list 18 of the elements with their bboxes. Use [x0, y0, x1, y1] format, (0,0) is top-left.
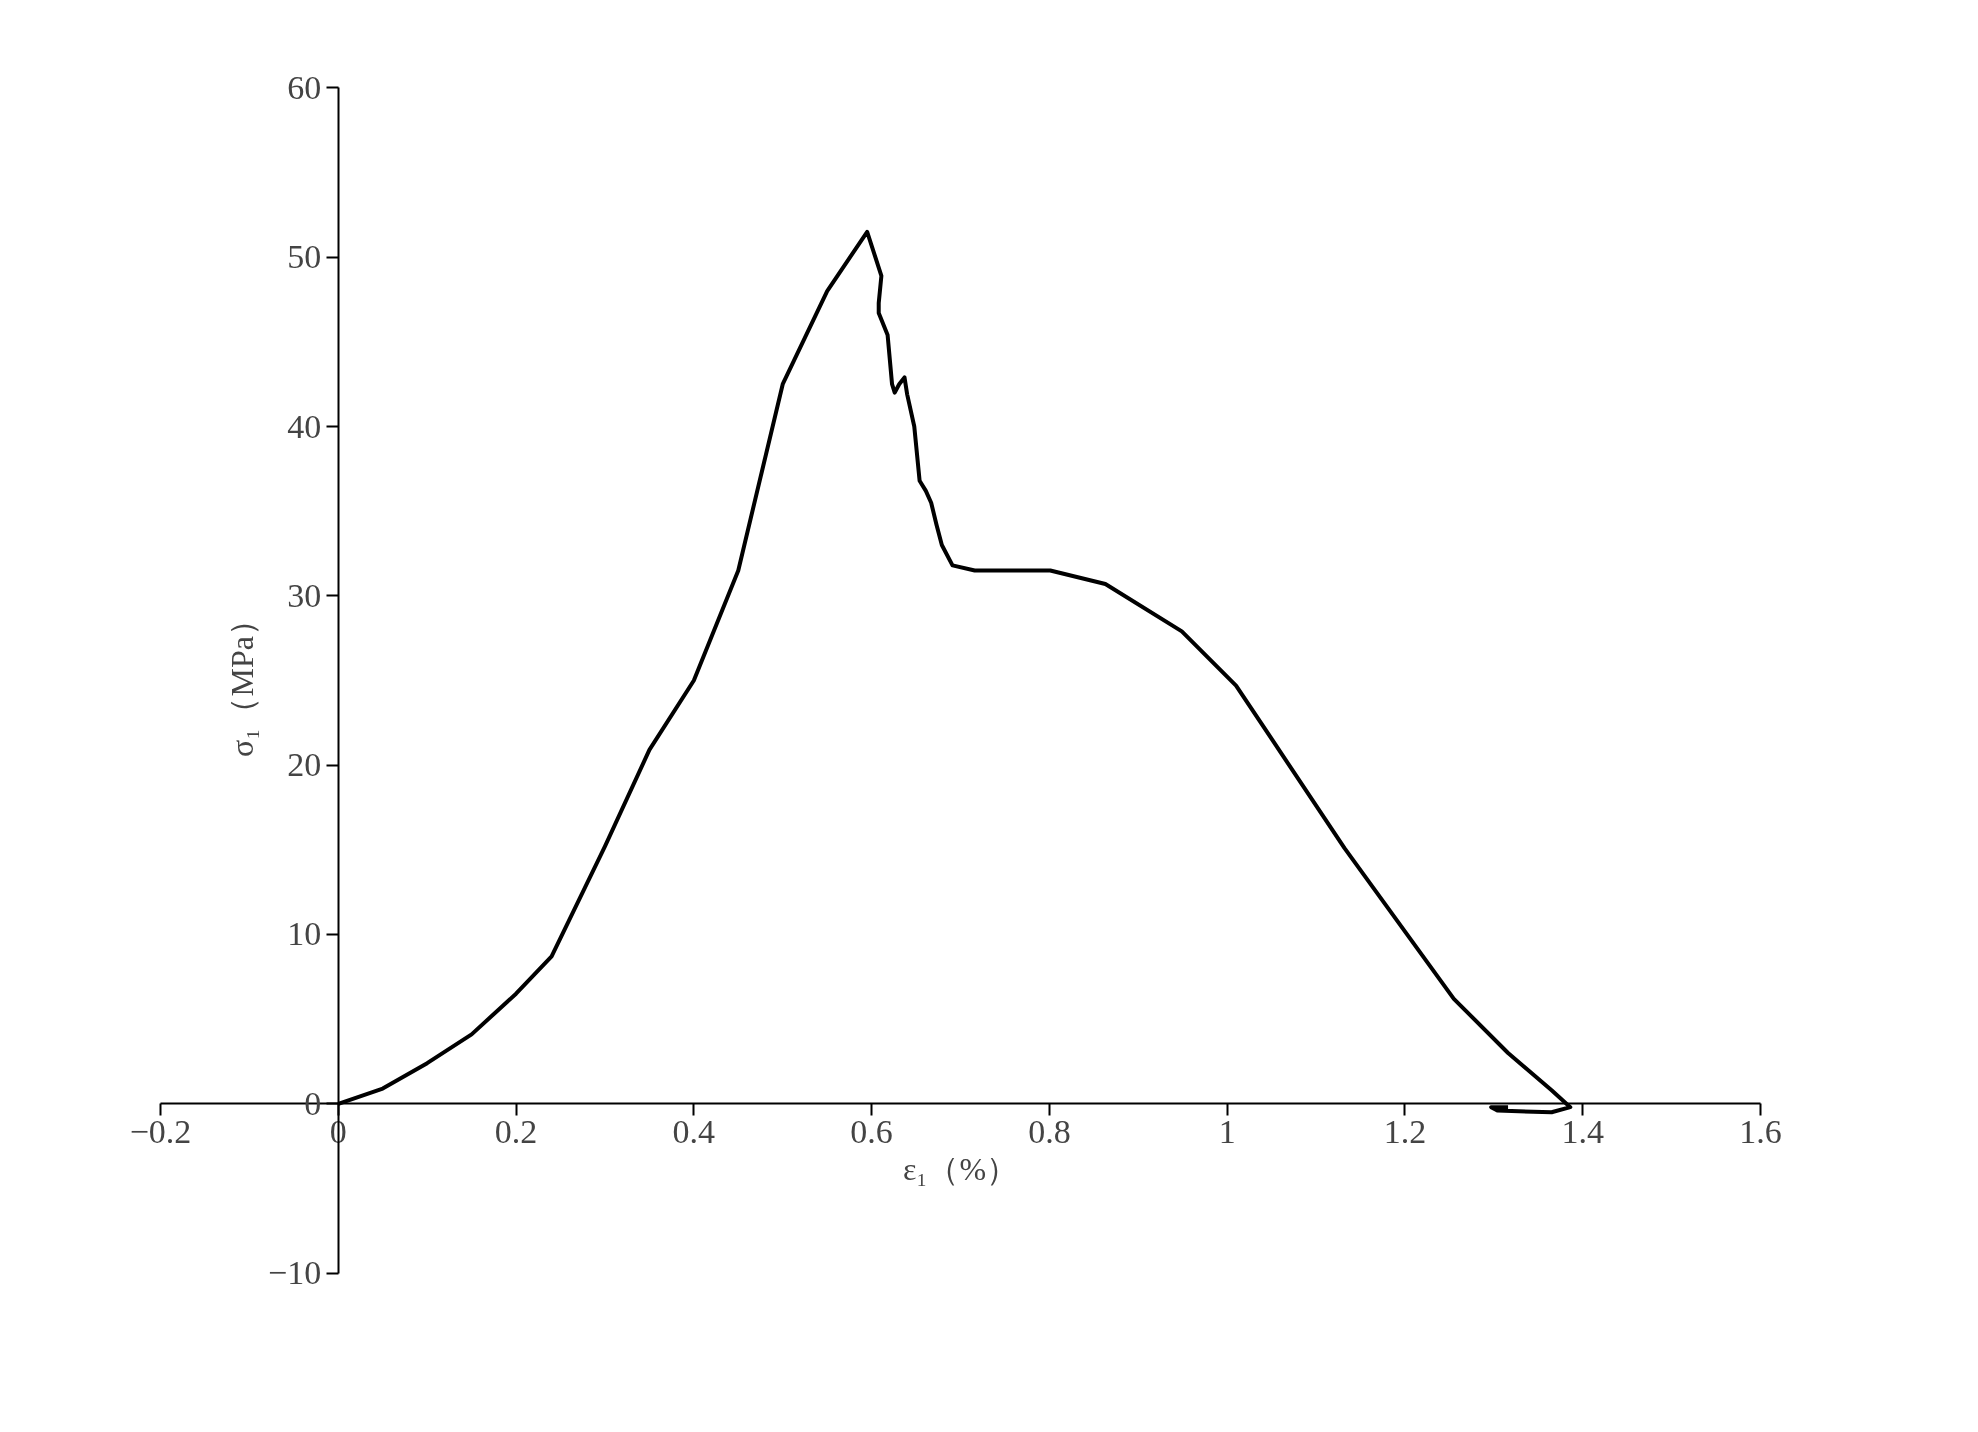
- x-tick-label: 0.2: [494, 1112, 538, 1150]
- y-tick-label: 60: [287, 68, 322, 106]
- x-tick-label: 1.2: [1383, 1112, 1427, 1150]
- x-tick-label: 1.4: [1561, 1112, 1604, 1150]
- x-tick-label: 0.8: [1028, 1112, 1071, 1150]
- x-tick-label: −0.2: [129, 1112, 192, 1150]
- x-tick-label: 1.6: [1739, 1112, 1782, 1150]
- y-tick-label: 50: [287, 238, 322, 276]
- x-tick-label: 0.6: [850, 1112, 893, 1150]
- y-tick-label: 30: [287, 576, 322, 614]
- x-tick-label: 0.4: [672, 1112, 716, 1150]
- y-tick-label: 20: [287, 746, 322, 784]
- x-axis-title: ε₁（%）: [902, 1150, 1019, 1187]
- y-tick-label: −10: [268, 1254, 322, 1292]
- y-axis-title: σ₁（MPa）: [224, 604, 261, 757]
- y-tick-label: 40: [287, 407, 322, 445]
- x-tick-label: 1: [1218, 1112, 1236, 1150]
- y-tick-label: 10: [287, 915, 322, 953]
